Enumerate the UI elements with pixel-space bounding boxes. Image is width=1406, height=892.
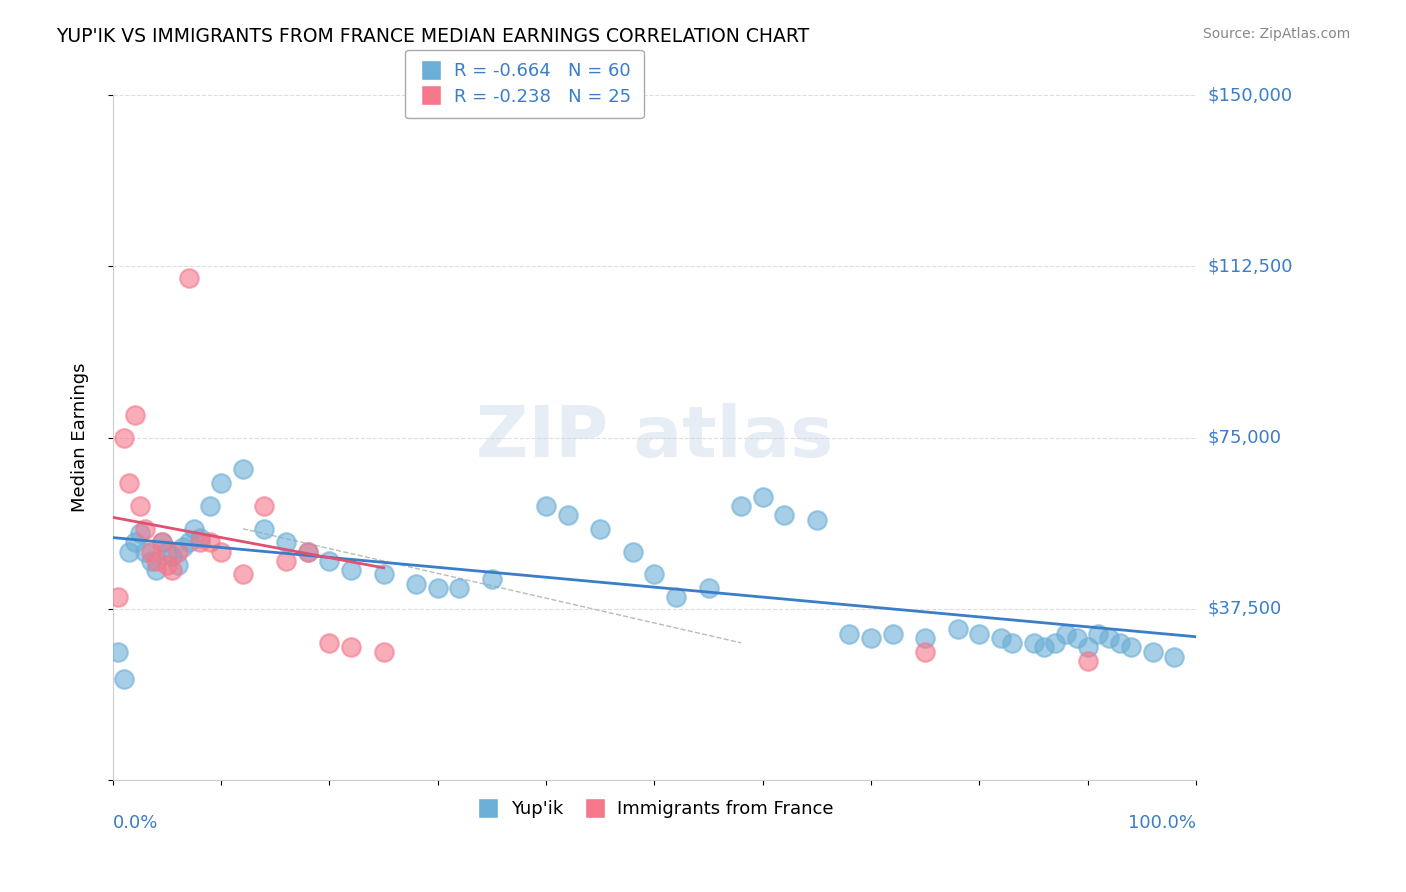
- Yup'ik: [481, 572, 503, 586]
- Yup'ik: [557, 508, 579, 522]
- Yup'ik: [1066, 632, 1088, 646]
- Immigrants from France: [373, 645, 395, 659]
- Yup'ik: [134, 544, 156, 558]
- Yup'ik: [946, 622, 969, 636]
- Yup'ik: [139, 554, 162, 568]
- Immigrants from France: [166, 544, 188, 558]
- Yup'ik: [426, 581, 449, 595]
- Text: 100.0%: 100.0%: [1128, 814, 1197, 832]
- Yup'ik: [1022, 636, 1045, 650]
- Immigrants from France: [162, 563, 184, 577]
- Text: 0.0%: 0.0%: [112, 814, 159, 832]
- Yup'ik: [1054, 626, 1077, 640]
- Yup'ik: [860, 632, 883, 646]
- Yup'ik: [253, 522, 276, 536]
- Yup'ik: [145, 563, 167, 577]
- Yup'ik: [773, 508, 796, 522]
- Yup'ik: [118, 544, 141, 558]
- Yup'ik: [1142, 645, 1164, 659]
- Yup'ik: [156, 544, 179, 558]
- Immigrants from France: [232, 567, 254, 582]
- Immigrants from France: [276, 554, 298, 568]
- Immigrants from France: [118, 476, 141, 491]
- Yup'ik: [124, 535, 146, 549]
- Text: $75,000: $75,000: [1208, 428, 1281, 447]
- Yup'ik: [621, 544, 644, 558]
- Yup'ik: [1087, 626, 1109, 640]
- Yup'ik: [751, 490, 773, 504]
- Text: $112,500: $112,500: [1208, 258, 1292, 276]
- Yup'ik: [1119, 640, 1142, 655]
- Immigrants from France: [1077, 654, 1099, 668]
- Immigrants from France: [209, 544, 232, 558]
- Immigrants from France: [124, 408, 146, 422]
- Yup'ik: [1043, 636, 1066, 650]
- Immigrants from France: [318, 636, 340, 650]
- Yup'ik: [1163, 649, 1185, 664]
- Yup'ik: [449, 581, 471, 595]
- Yup'ik: [232, 462, 254, 476]
- Yup'ik: [373, 567, 395, 582]
- Yup'ik: [200, 499, 222, 513]
- Yup'ik: [1033, 640, 1056, 655]
- Yup'ik: [1109, 636, 1132, 650]
- Yup'ik: [969, 626, 991, 640]
- Yup'ik: [150, 535, 173, 549]
- Text: Source: ZipAtlas.com: Source: ZipAtlas.com: [1202, 27, 1350, 41]
- Yup'ik: [276, 535, 298, 549]
- Immigrants from France: [156, 558, 179, 573]
- Yup'ik: [405, 576, 427, 591]
- Yup'ik: [697, 581, 720, 595]
- Yup'ik: [1001, 636, 1024, 650]
- Legend: Yup'ik, Immigrants from France: Yup'ik, Immigrants from France: [468, 793, 841, 825]
- Yup'ik: [318, 554, 340, 568]
- Yup'ik: [534, 499, 557, 513]
- Yup'ik: [589, 522, 612, 536]
- Yup'ik: [166, 558, 188, 573]
- Yup'ik: [340, 563, 363, 577]
- Immigrants from France: [914, 645, 936, 659]
- Yup'ik: [172, 540, 194, 554]
- Yup'ik: [129, 526, 152, 541]
- Immigrants from France: [150, 535, 173, 549]
- Y-axis label: Median Earnings: Median Earnings: [72, 363, 89, 512]
- Yup'ik: [112, 673, 135, 687]
- Yup'ik: [162, 549, 184, 563]
- Yup'ik: [990, 632, 1012, 646]
- Yup'ik: [188, 531, 211, 545]
- Text: YUP'IK VS IMMIGRANTS FROM FRANCE MEDIAN EARNINGS CORRELATION CHART: YUP'IK VS IMMIGRANTS FROM FRANCE MEDIAN …: [56, 27, 810, 45]
- Yup'ik: [806, 513, 828, 527]
- Immigrants from France: [297, 544, 319, 558]
- Yup'ik: [1098, 632, 1121, 646]
- Yup'ik: [177, 535, 200, 549]
- Yup'ik: [297, 544, 319, 558]
- Immigrants from France: [253, 499, 276, 513]
- Immigrants from France: [177, 270, 200, 285]
- Yup'ik: [665, 590, 688, 604]
- Yup'ik: [838, 626, 860, 640]
- Yup'ik: [107, 645, 129, 659]
- Immigrants from France: [145, 554, 167, 568]
- Immigrants from France: [340, 640, 363, 655]
- Immigrants from France: [200, 535, 222, 549]
- Text: ZIP atlas: ZIP atlas: [475, 403, 832, 472]
- Immigrants from France: [139, 544, 162, 558]
- Yup'ik: [882, 626, 904, 640]
- Yup'ik: [1077, 640, 1099, 655]
- Immigrants from France: [134, 522, 156, 536]
- Immigrants from France: [129, 499, 152, 513]
- Immigrants from France: [188, 535, 211, 549]
- Immigrants from France: [107, 590, 129, 604]
- Yup'ik: [183, 522, 205, 536]
- Text: $37,500: $37,500: [1208, 599, 1281, 617]
- Yup'ik: [914, 632, 936, 646]
- Yup'ik: [730, 499, 752, 513]
- Yup'ik: [209, 476, 232, 491]
- Yup'ik: [643, 567, 665, 582]
- Immigrants from France: [112, 430, 135, 444]
- Text: $150,000: $150,000: [1208, 87, 1292, 104]
